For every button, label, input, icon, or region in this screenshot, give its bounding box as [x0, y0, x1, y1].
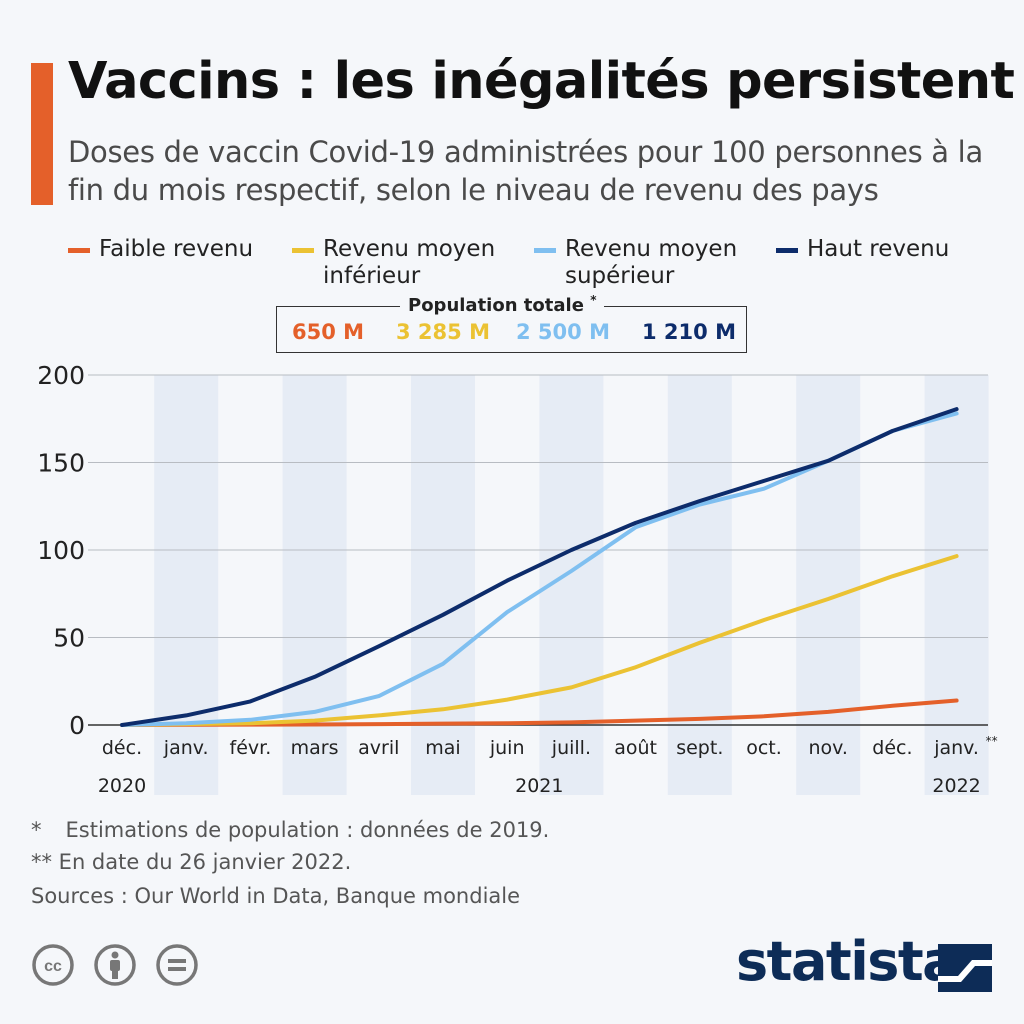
y-tick-label: 200	[37, 361, 85, 390]
x-tick-label: déc.	[102, 737, 142, 759]
y-tick-label: 150	[37, 449, 85, 478]
legend-item-haut-revenu: Haut revenu	[776, 236, 949, 263]
legend-item-revenu-moyen-superieur: Revenu moyen supérieur	[534, 236, 737, 290]
legend-swatch	[68, 248, 90, 253]
column-band	[282, 375, 347, 795]
population-revenu-moyen-inferieur: 3 285 M	[396, 320, 490, 344]
population-revenu-moyen-superieur: 2 500 M	[516, 320, 610, 344]
y-tick-label: 0	[69, 711, 85, 740]
legend-label: Haut revenu	[807, 236, 950, 262]
cc-icon[interactable]: cc	[31, 943, 75, 987]
column-band	[411, 375, 475, 795]
population-faible-revenu: 650 M	[292, 320, 365, 344]
x-tick-mark: **	[986, 734, 998, 748]
x-tick-label: janv.	[933, 737, 979, 759]
footnote-population: * Estimations de population : données de …	[31, 818, 549, 842]
legend-item-faible-revenu: Faible revenu	[68, 236, 253, 263]
series-line	[120, 407, 959, 727]
population-haut-revenu: 1 210 M	[642, 320, 736, 344]
statista-logo[interactable]: statista	[736, 930, 959, 993]
column-band	[924, 375, 989, 795]
legend-label: Revenu moyen supérieur	[565, 236, 738, 289]
x-tick-label: août	[614, 737, 657, 759]
column-band	[667, 375, 732, 795]
legend-swatch	[292, 248, 314, 253]
by-person-icon[interactable]	[93, 943, 137, 987]
line-chart: 0 50 100 150 200 déc. janv. févr. mars avril mai ju…	[37, 361, 998, 797]
year-label: 2021	[515, 775, 563, 797]
footnote-mark: *	[31, 818, 42, 842]
svg-text:cc: cc	[44, 958, 62, 975]
x-tick-label: oct.	[746, 737, 782, 759]
column-band	[796, 375, 861, 795]
legend-swatch	[776, 248, 798, 253]
series-line	[120, 554, 959, 727]
x-tick-label: mai	[425, 737, 460, 759]
footnote-text: Estimations de population : données de 2…	[65, 818, 550, 842]
x-tick-label: sept.	[676, 737, 723, 759]
population-title: Population totale *	[400, 293, 605, 316]
x-tick-label: janv.	[163, 737, 209, 759]
nd-equals-icon[interactable]	[155, 943, 199, 987]
footnote-date: ** En date du 26 janvier 2022.	[31, 850, 352, 874]
x-tick-label: nov.	[808, 737, 847, 759]
legend-label: Faible revenu	[99, 236, 254, 262]
sources: Sources : Our World in Data, Banque mond…	[31, 884, 521, 908]
chart-title: Vaccins : les inégalités persistent	[68, 52, 1015, 111]
legend-swatch	[534, 248, 556, 253]
y-tick-label: 50	[53, 624, 85, 653]
year-label: 2022	[932, 775, 980, 797]
legend-item-revenu-moyen-inferieur: Revenu moyen inférieur	[292, 236, 495, 290]
x-tick-label: avril	[358, 737, 399, 759]
population-title-mark: *	[590, 293, 597, 307]
x-tick-label: mars	[291, 737, 339, 759]
statista-mark-icon	[938, 944, 992, 992]
legend-label: Revenu moyen inférieur	[323, 236, 496, 289]
x-tick-label: févr.	[230, 737, 272, 759]
x-tick-label: déc.	[872, 737, 912, 759]
chart-subtitle: Doses de vaccin Covid-19 administrées po…	[68, 135, 983, 207]
y-tick-label: 100	[37, 536, 85, 565]
column-band	[154, 375, 219, 795]
x-tick-label: juin	[489, 737, 525, 759]
year-label: 2020	[98, 775, 146, 797]
accent-bar	[31, 63, 53, 205]
x-tick-label: juill.	[551, 737, 591, 759]
